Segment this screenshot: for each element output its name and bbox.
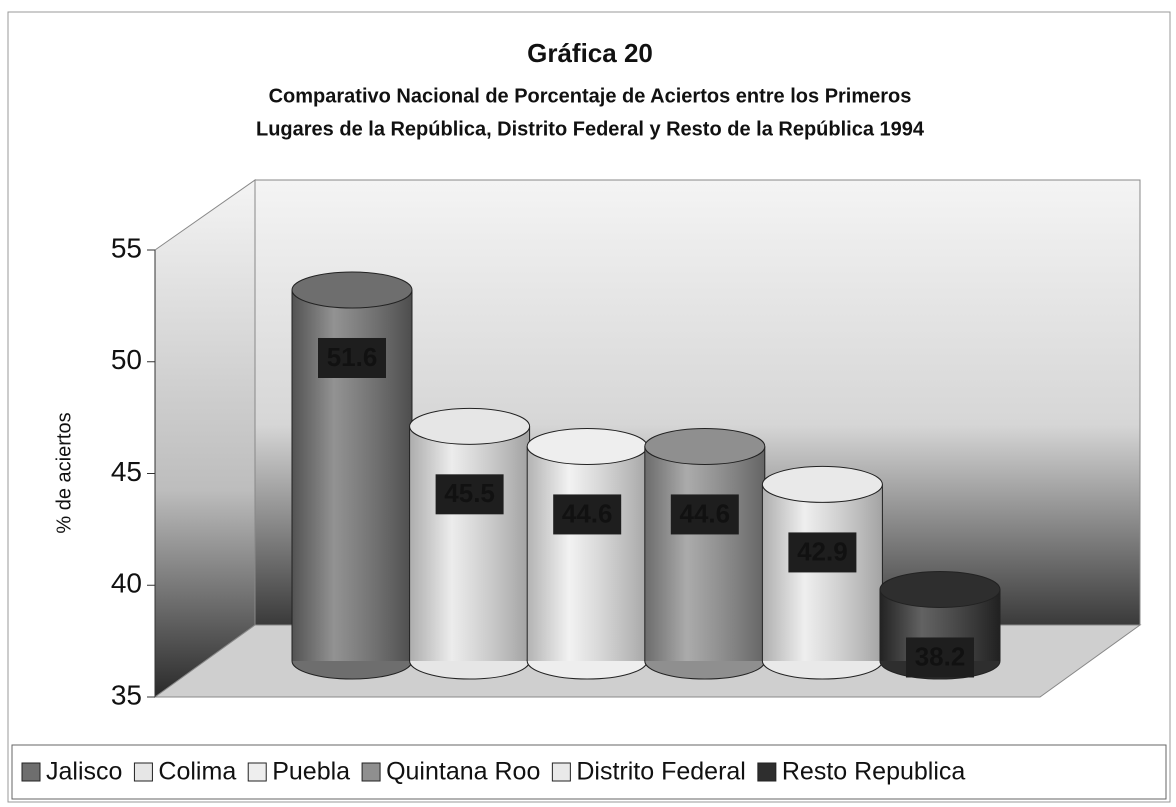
- legend-label: Jalisco: [46, 758, 122, 786]
- legend-label: Distrito Federal: [576, 758, 746, 786]
- cylinder-top: [526, 427, 648, 465]
- y-tick-label: 35: [111, 679, 142, 710]
- data-label-box: [906, 637, 974, 678]
- chart-title: Gráfica 20: [527, 38, 653, 68]
- data-label-box: [788, 532, 857, 573]
- data-label: 45.5: [444, 478, 495, 508]
- data-label: 51.6: [327, 342, 378, 372]
- cylinder-top: [879, 570, 1001, 608]
- cylinder-top: [291, 271, 413, 309]
- bar-shade: [527, 446, 648, 661]
- y-axis-label: % de aciertos: [53, 412, 75, 533]
- side-wall: [154, 179, 256, 698]
- data-label: 44.6: [679, 498, 730, 528]
- chart-subtitle: Lugares de la República, Distrito Federa…: [256, 118, 925, 140]
- bar-shade: [644, 446, 765, 661]
- y-tick-label: 55: [111, 232, 142, 263]
- data-label: 42.9: [797, 536, 848, 566]
- bar-shade: [409, 426, 530, 661]
- legend-swatch: [361, 762, 381, 782]
- legend-swatch: [21, 762, 41, 782]
- data-label-box: [318, 337, 386, 378]
- legend: [11, 744, 1167, 800]
- data-label-box: [435, 474, 504, 515]
- legend-swatch: [757, 762, 777, 782]
- cylinder-top: [409, 407, 531, 445]
- legend-label: Resto Republica: [782, 758, 966, 786]
- legend-swatch: [247, 762, 267, 782]
- y-tick-label: 45: [111, 456, 142, 487]
- legend-label: Colima: [158, 758, 236, 786]
- bar-shade: [762, 484, 883, 661]
- y-tick-label: 40: [111, 568, 142, 599]
- data-label: 44.6: [562, 498, 613, 528]
- legend-label: Quintana Roo: [386, 758, 540, 786]
- legend-swatch: [133, 762, 153, 782]
- legend-swatch: [551, 762, 571, 782]
- data-label: 38.2: [915, 641, 966, 671]
- data-label-box: [670, 494, 739, 535]
- chart-subtitle: Comparativo Nacional de Porcentaje de Ac…: [269, 85, 912, 107]
- legend-label: Puebla: [272, 758, 350, 786]
- data-label-box: [553, 494, 622, 535]
- y-tick-label: 50: [111, 344, 142, 375]
- cylinder-top: [644, 427, 766, 465]
- cylinder-top: [761, 465, 883, 503]
- frame: [7, 11, 1171, 803]
